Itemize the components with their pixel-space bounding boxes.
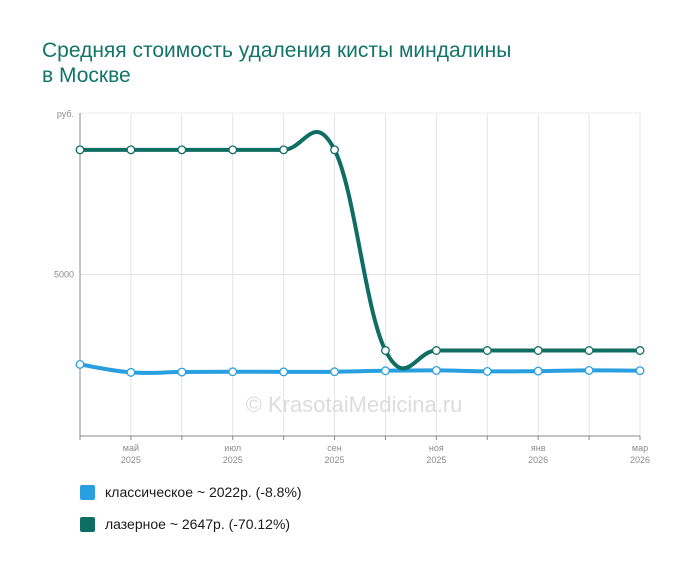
data-point-laser: [635, 346, 645, 355]
x-tick-label-month: мар: [632, 443, 648, 453]
data-point-classic: [482, 366, 492, 376]
data-point-laser: [330, 145, 339, 155]
legend-item-laser[interactable]: лазерное ~ 2647р. (-70.12%): [80, 516, 302, 532]
x-tick-label-year: 2025: [121, 455, 141, 465]
chart-series: [75, 130, 645, 377]
data-point-laser: [75, 145, 85, 155]
x-tick-label-month: янв: [531, 443, 546, 453]
legend-swatch-laser: [80, 516, 95, 532]
data-point-classic: [584, 365, 594, 375]
data-point-laser: [381, 346, 390, 355]
data-point-classic: [279, 367, 289, 377]
watermark: © KrasotaiMedicina.ru: [246, 392, 463, 417]
data-point-classic: [75, 359, 85, 369]
y-tick-labels: 5000 руб.: [54, 109, 74, 280]
data-point-classic: [635, 366, 645, 376]
data-point-classic: [177, 367, 187, 377]
series-line-laser: [78, 130, 642, 371]
chart-title-line-1: Средняя стоимость удаления кисты миндали…: [42, 39, 512, 62]
x-tick-label-year: 2025: [223, 455, 243, 465]
x-tick-label-month: май: [123, 443, 139, 453]
legend-label-laser: лазерное ~ 2647р. (-70.12%): [105, 516, 291, 532]
data-point-classic: [533, 366, 543, 376]
x-tick-label-year: 2025: [426, 455, 446, 465]
x-tick-label-year: 2026: [630, 455, 650, 465]
data-point-laser: [584, 346, 594, 355]
x-tick-labels: май 2025 июл 2025 сен 2025 ноя 2025 янв 2026 мар 20…: [121, 443, 650, 465]
data-point-classic: [431, 365, 441, 375]
y-unit-label: руб.: [57, 109, 74, 119]
x-tick-label-year: 2025: [325, 455, 345, 465]
chart-axes: [79, 113, 641, 440]
grid-lines: [80, 112, 641, 436]
data-point-classic: [126, 367, 136, 377]
legend-label-classic: классическое ~ 2022р. (-8.8%): [105, 484, 302, 500]
data-point-laser: [482, 346, 492, 355]
data-point-laser: [177, 145, 187, 155]
x-tick-label-month: сен: [327, 443, 342, 453]
y-tick-label: 5000: [54, 270, 74, 280]
x-tick-label-month: ноя: [429, 443, 444, 453]
data-point-laser: [279, 145, 289, 155]
data-point-classic: [228, 367, 238, 377]
data-point-classic: [330, 367, 339, 377]
legend-swatch-classic: [80, 484, 95, 500]
x-tick-label-year: 2026: [528, 455, 548, 465]
data-point-laser: [533, 346, 543, 355]
legend-item-classic[interactable]: классическое ~ 2022р. (-8.8%): [80, 484, 302, 500]
x-tick-label-month: июл: [224, 443, 241, 453]
data-point-classic: [381, 366, 390, 376]
data-point-laser: [228, 145, 238, 155]
data-point-laser: [431, 346, 441, 355]
chart-title: Средняя стоимость удаления кисты миндали…: [42, 38, 642, 88]
data-point-laser: [126, 145, 136, 155]
chart-title-line-2: в Москве: [42, 64, 131, 87]
series-line-classic: [78, 362, 642, 375]
chart-legend: классическое ~ 2022р. (-8.8%) лазерное ~…: [80, 484, 302, 548]
